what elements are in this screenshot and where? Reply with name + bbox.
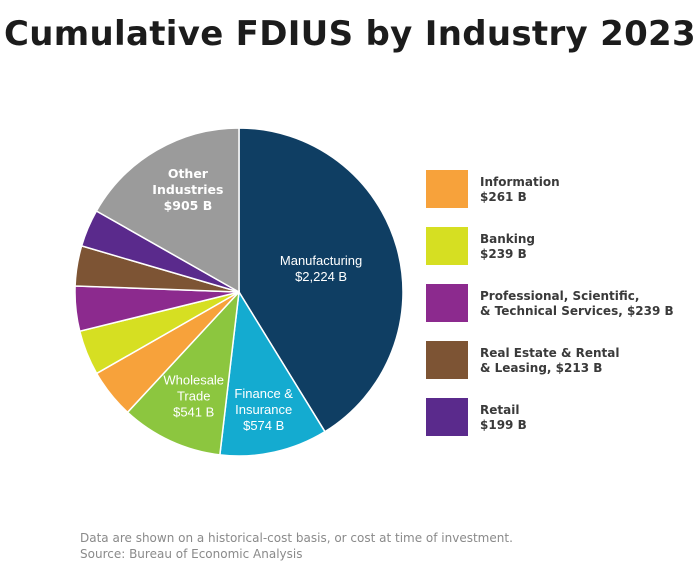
- legend-item-retail: Retail $199 B: [426, 398, 696, 455]
- footnote-basis: Data are shown on a historical-cost basi…: [80, 531, 513, 545]
- pie-slice-other-industries: [95, 127, 240, 294]
- footnote: Data are shown on a historical-cost basi…: [80, 530, 513, 562]
- legend-swatch-retail: [426, 398, 468, 436]
- chart-title: Cumulative FDIUS by Industry 2023: [4, 14, 696, 54]
- pie-slice-finance-and-insurance: [219, 289, 326, 457]
- legend-label-retail: Retail $199 B: [480, 403, 527, 432]
- pie-slice-manufacturing: [238, 127, 404, 433]
- legend-label-real-estate: Real Estate & Rental & Leasing, $213 B: [480, 346, 620, 375]
- legend-item-information: Information $261 B: [426, 170, 696, 227]
- legend-swatch-professional-services: [426, 284, 468, 322]
- legend-label-professional-services: Professional, Scientific, & Technical Se…: [480, 289, 674, 318]
- legend-swatch-information: [426, 170, 468, 208]
- legend-item-banking: Banking $239 B: [426, 227, 696, 284]
- slice-label-manufacturing: Manufacturing $2,224 B: [280, 253, 362, 284]
- legend-label-banking: Banking $239 B: [480, 232, 536, 261]
- legend: Information $261 B Banking $239 B Profes…: [426, 170, 696, 455]
- legend-label-information: Information $261 B: [480, 175, 560, 204]
- legend-item-real-estate: Real Estate & Rental & Leasing, $213 B: [426, 341, 696, 398]
- footnote-source: Source: Bureau of Economic Analysis: [80, 547, 303, 561]
- legend-swatch-real-estate: [426, 341, 468, 379]
- slice-label-finance-and-insurance: Finance & Insurance $574 B: [234, 386, 293, 433]
- legend-item-professional-services: Professional, Scientific, & Technical Se…: [426, 284, 696, 341]
- pie-slice-wholesale-trade: [126, 289, 241, 456]
- slice-label-wholesale-trade: Wholesale Trade $541 B: [163, 372, 224, 419]
- legend-swatch-banking: [426, 227, 468, 265]
- slice-label-other-industries: Other Industries $905 B: [152, 166, 223, 213]
